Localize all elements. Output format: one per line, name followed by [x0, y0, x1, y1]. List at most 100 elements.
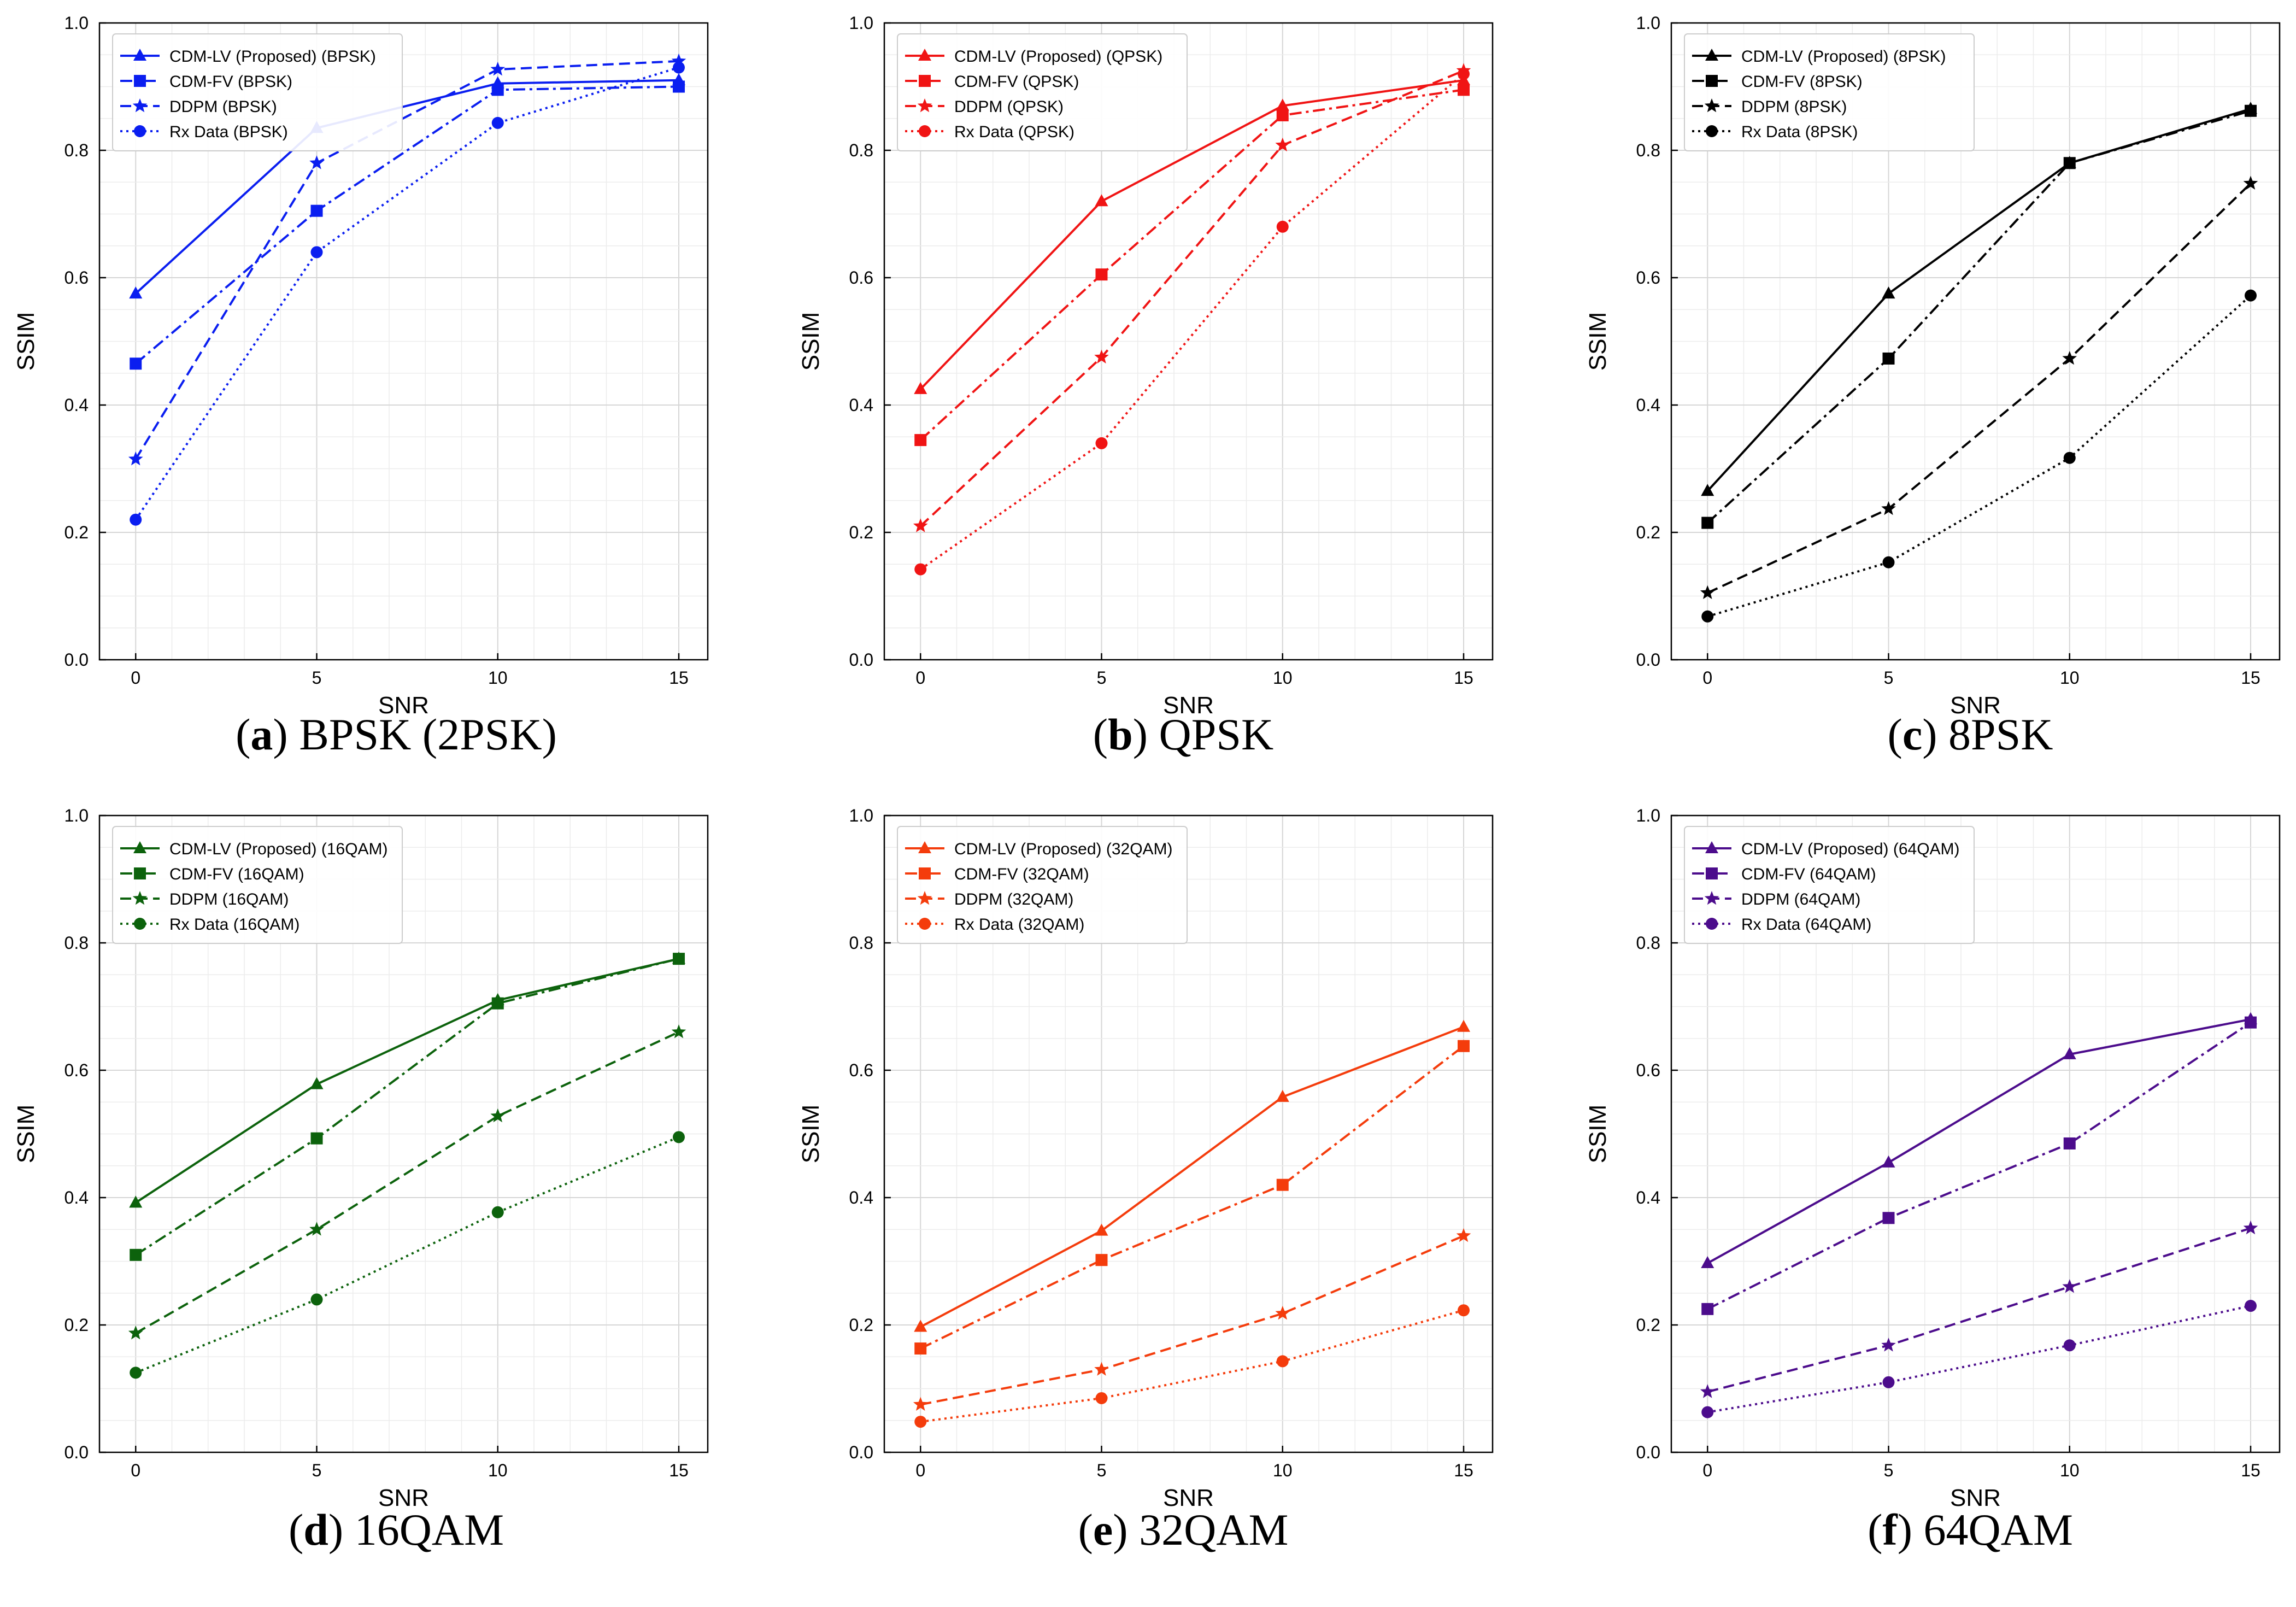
series-line: [1707, 1021, 2252, 1310]
series-line: [919, 79, 1464, 390]
x-axis-label: SNR: [1163, 692, 1214, 719]
series-circle: [130, 1131, 685, 1379]
series-star: [913, 1228, 1471, 1411]
data-point: [310, 1293, 323, 1306]
data-point: [913, 518, 928, 532]
axes-frame: [883, 814, 1494, 1453]
data-point: [2063, 1137, 2076, 1149]
data-point: [310, 204, 323, 217]
series-square: [914, 1040, 1470, 1355]
y-tick-label: 0.6: [64, 1060, 89, 1080]
legend-marker: [1706, 918, 1718, 930]
legend-label: CDM-FV (32QAM): [954, 865, 1089, 883]
x-tick-label: 15: [2241, 668, 2260, 688]
series-star: [913, 63, 1471, 532]
series-line: [1707, 183, 2252, 594]
data-point: [1458, 1040, 1470, 1052]
legend: CDM-LV (Proposed) (8PSK) CDM-FV (8PSK) DDP…: [1684, 33, 1975, 151]
series-circle: [914, 68, 1470, 576]
data-point: [2062, 1279, 2077, 1293]
caption-letter: d: [303, 1505, 328, 1555]
legend-label: DDPM (8PSK): [1741, 98, 1847, 116]
series-star: [128, 53, 686, 466]
y-axis-label: SSIM: [13, 1105, 39, 1164]
data-point: [1276, 1355, 1289, 1368]
data-point: [128, 1326, 143, 1340]
data-point: [1276, 98, 1289, 111]
grid: [1671, 815, 2280, 1453]
y-tick-label: 1.0: [849, 806, 873, 825]
data-point: [672, 73, 685, 85]
legend-label: Rx Data (32QAM): [954, 916, 1084, 934]
x-axis-label: SNR: [1950, 692, 2001, 719]
x-tick-label: 10: [2060, 1461, 2080, 1480]
series-triangle: [1701, 1012, 2257, 1268]
series-circle: [914, 1304, 1470, 1428]
legend: CDM-LV (Proposed) (BPSK) CDM-FV (BPSK) DDP…: [112, 33, 403, 151]
caption-d: (d) 16QAM: [288, 1505, 504, 1555]
legend-box: [1684, 826, 1975, 944]
legend-label: CDM-FV (QPSK): [954, 73, 1079, 91]
data-point: [130, 1366, 142, 1379]
data-point: [671, 53, 686, 68]
caption-text: 16QAM: [354, 1505, 504, 1555]
data-point: [1457, 73, 1470, 85]
data-point: [1276, 1178, 1289, 1191]
legend-marker: [1704, 98, 1719, 113]
data-point: [1276, 220, 1289, 233]
y-axis-label: SSIM: [797, 1105, 824, 1164]
y-tick-label: 0.0: [1636, 1442, 1660, 1462]
caption-letter: c: [1902, 709, 1923, 759]
data-point: [1456, 1228, 1471, 1242]
legend-marker: [1705, 49, 1718, 61]
x-tick-label: 10: [488, 1461, 508, 1480]
legend-marker: [919, 867, 931, 879]
y-tick-label: 0.6: [849, 268, 873, 288]
series-line: [135, 1031, 679, 1334]
y-tick-label: 1.0: [1636, 13, 1660, 33]
series-triangle: [129, 952, 685, 1208]
y-tick-label: 1.0: [64, 806, 89, 825]
data-point: [1095, 194, 1108, 207]
legend-marker: [132, 98, 148, 113]
series-line: [1707, 1227, 2251, 1393]
legend-marker: [918, 841, 931, 853]
y-tick-label: 0.4: [64, 1188, 89, 1207]
series-line: [920, 1025, 1464, 1328]
legend-marker: [133, 49, 146, 61]
x-axis-label: SNR: [1950, 1485, 2001, 1511]
legend-label: Rx Data (64QAM): [1741, 916, 1871, 934]
series-line: [920, 1309, 1464, 1423]
legend-marker: [134, 75, 146, 87]
data-point: [490, 1108, 506, 1123]
y-tick-label: 0.0: [849, 1442, 873, 1462]
x-tick-label: 0: [1702, 1461, 1712, 1480]
data-point: [1701, 1303, 1714, 1315]
series-line: [920, 73, 1465, 571]
y-tick-label: 0.6: [64, 268, 89, 288]
series-triangle: [914, 1019, 1470, 1332]
series-line: [135, 958, 679, 1204]
caption-letter: f: [1882, 1505, 1898, 1555]
axes-frame: [883, 22, 1494, 661]
data-point: [130, 513, 142, 526]
y-axis-label: SSIM: [797, 312, 824, 371]
legend-marker: [917, 98, 932, 113]
legend-marker: [134, 867, 146, 879]
legend-box: [112, 826, 403, 944]
series-line: [919, 89, 1464, 441]
legend-marker: [918, 49, 931, 61]
y-axis-label: SSIM: [1584, 312, 1611, 371]
legend-label: CDM-LV (Proposed) (16QAM): [169, 840, 388, 858]
caption-text: BPSK (2PSK): [299, 709, 557, 759]
data-point: [2063, 1047, 2076, 1059]
data-point: [2243, 175, 2258, 190]
legend-marker: [917, 891, 932, 905]
data-point: [671, 1024, 686, 1039]
legend-box: [1684, 33, 1975, 151]
chart-f: 0.0 0.2 0.4 0.6 0.8 1.0 0 5 10 15 SNR SSIM CDM-LV (P…: [1584, 806, 2281, 1511]
series-line: [919, 69, 1464, 527]
data-point: [310, 246, 323, 259]
legend: CDM-LV (Proposed) (QPSK) CDM-FV (QPSK) DDP…: [897, 33, 1188, 151]
series-line: [135, 85, 679, 365]
